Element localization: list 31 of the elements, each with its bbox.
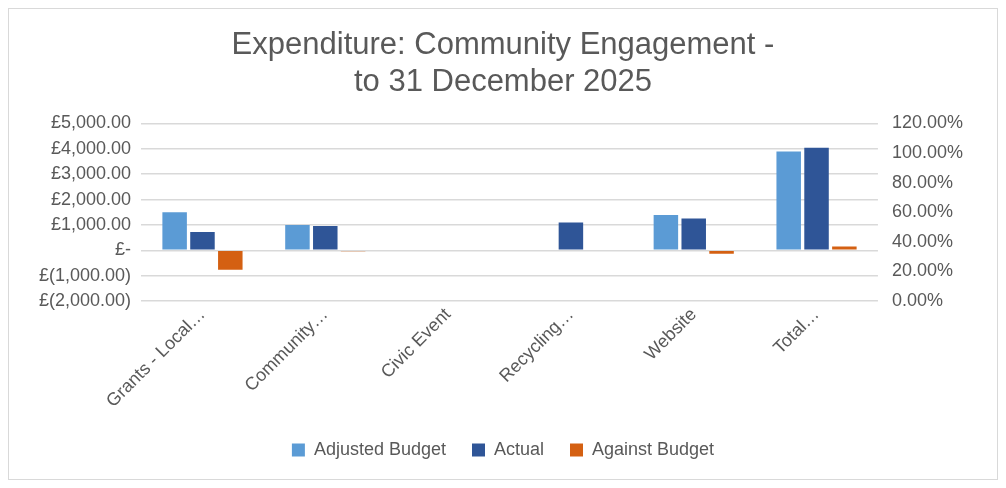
- y-tick-label: £-: [115, 239, 132, 260]
- bar: [558, 222, 584, 250]
- y-tick-label: £4,000.00: [50, 137, 132, 158]
- y2-tick-label: 100.00%: [891, 141, 963, 162]
- legend-label: Actual: [493, 438, 545, 459]
- bar: [162, 212, 187, 250]
- bar: [653, 215, 679, 250]
- legend-label: Adjusted Budget: [313, 438, 446, 459]
- bar: [190, 232, 215, 250]
- y2-tick-label: 40.00%: [891, 230, 953, 251]
- bar: [776, 151, 801, 250]
- bar: [285, 224, 310, 250]
- bar: [681, 218, 706, 250]
- y2-tick-label: 120.00%: [891, 112, 963, 133]
- bar: [804, 147, 829, 250]
- bar: [313, 225, 338, 250]
- y-tick-label: £5,000.00: [50, 112, 132, 133]
- y-tick-label: £1,000.00: [50, 213, 132, 234]
- chart-title: Expenditure: Community Engagement - to 31 December 2025: [231, 26, 775, 99]
- y2-tick-label: 0.00%: [891, 290, 943, 311]
- y2-tick-label: 60.00%: [891, 201, 953, 222]
- bar: [832, 246, 857, 250]
- y-tick-label: £(2,000.00): [38, 290, 132, 311]
- y2-tick-label: 80.00%: [891, 171, 953, 192]
- y-tick-label: £(1,000.00): [38, 264, 132, 285]
- bar: [218, 251, 243, 270]
- y-tick-label: £3,000.00: [50, 163, 132, 184]
- y-tick-label: £2,000.00: [50, 188, 132, 209]
- bar: [709, 251, 734, 254]
- y2-tick-label: 20.00%: [891, 260, 953, 281]
- legend-label: Against Budget: [592, 438, 715, 459]
